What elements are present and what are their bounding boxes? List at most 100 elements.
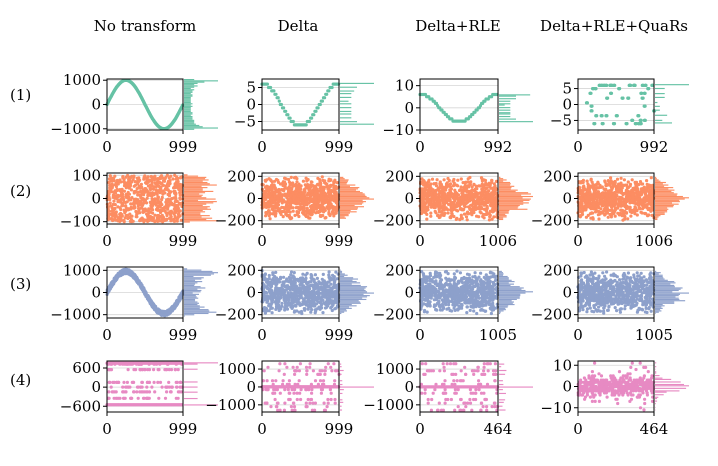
data-point	[278, 207, 282, 211]
y-tick-label: 0	[246, 190, 256, 208]
histogram-bar	[184, 115, 193, 118]
data-point	[490, 217, 494, 221]
data-point	[616, 211, 620, 215]
y-tick-label: 200	[227, 167, 256, 185]
data-point	[312, 113, 316, 117]
y-tick-label: 0	[404, 190, 414, 208]
data-point	[117, 198, 121, 202]
histogram-bar	[184, 185, 202, 187]
histogram-bar	[655, 84, 689, 86]
y-tick-label: −5	[234, 113, 256, 131]
data-point	[304, 186, 308, 190]
data-point	[307, 119, 312, 124]
data-point	[126, 173, 130, 178]
data-point	[327, 188, 331, 192]
data-point	[126, 216, 130, 221]
data-point	[647, 213, 651, 217]
histogram-bar	[340, 211, 357, 213]
histogram-bar	[184, 277, 204, 279]
data-point	[277, 187, 281, 192]
data-point	[316, 176, 320, 180]
histogram-bar	[499, 113, 511, 115]
data-points	[260, 175, 341, 221]
histogram-bar	[184, 128, 195, 130]
data-point	[627, 96, 631, 100]
data-point	[452, 197, 456, 201]
data-point	[608, 183, 612, 187]
histogram-bar	[184, 127, 218, 129]
histogram-bar	[340, 181, 348, 184]
data-point	[590, 109, 594, 113]
data-point	[467, 195, 471, 199]
data-point	[327, 89, 331, 93]
histogram-bar	[340, 206, 364, 208]
data-point	[318, 102, 322, 107]
data-point	[279, 102, 283, 107]
histogram-bar	[655, 201, 680, 203]
data-point	[332, 187, 336, 191]
histogram-bar	[340, 209, 351, 212]
histogram-bar	[655, 204, 674, 207]
row-label-3: (3)	[10, 275, 31, 293]
data-point	[452, 183, 456, 187]
histogram-bar	[499, 206, 519, 208]
data-point	[266, 188, 270, 193]
data-point	[472, 210, 476, 215]
x-tick-label: 0	[415, 138, 425, 156]
data-point	[142, 193, 146, 197]
data-point	[446, 211, 450, 215]
data-point	[310, 189, 314, 193]
data-point	[643, 104, 647, 108]
histogram-bar	[499, 199, 530, 201]
data-point	[289, 194, 293, 198]
histogram-bar	[184, 192, 206, 194]
data-point	[157, 190, 161, 194]
data-point	[477, 184, 481, 188]
histogram-bar	[499, 198, 531, 200]
data-point	[644, 205, 648, 209]
x-tick-label: 992	[640, 138, 669, 156]
data-point	[449, 194, 453, 198]
data-point	[268, 203, 272, 207]
data-point	[133, 206, 137, 210]
histogram-bar	[184, 89, 195, 91]
data-point	[132, 184, 136, 188]
data-point	[625, 186, 630, 190]
histogram-bar	[184, 274, 211, 276]
data-point	[494, 197, 498, 201]
data-point	[115, 187, 119, 191]
data-point	[173, 189, 177, 194]
histogram-bar	[184, 211, 206, 213]
data-point	[173, 211, 178, 215]
data-point	[430, 194, 434, 199]
data-point	[461, 201, 465, 205]
data-point	[269, 85, 273, 90]
subplot-row1-col2: 50−50 999	[234, 78, 374, 156]
data-point	[442, 195, 446, 199]
data-point	[594, 205, 599, 209]
histogram-bar	[340, 190, 360, 192]
data-point	[602, 201, 606, 205]
data-point	[323, 179, 327, 183]
x-tick-label: 0	[102, 326, 112, 344]
data-point	[623, 209, 627, 213]
data-point	[464, 215, 469, 219]
data-point	[287, 188, 291, 192]
histogram-bar	[184, 101, 191, 104]
data-point	[423, 186, 427, 190]
data-point	[112, 199, 116, 203]
data-point	[153, 213, 157, 217]
data-point	[153, 305, 157, 310]
data-point	[579, 214, 583, 218]
data-point	[122, 220, 126, 224]
data-point	[587, 187, 591, 191]
x-tick-label: 0	[102, 138, 112, 156]
histogram-bar	[499, 181, 511, 184]
histogram-bar	[184, 272, 218, 274]
histogram-bar	[184, 269, 202, 271]
data-point	[113, 174, 117, 178]
data-point	[609, 179, 613, 183]
data-point	[610, 83, 614, 87]
histogram-bar	[655, 218, 658, 221]
y-tick-label: 1000	[63, 261, 101, 279]
